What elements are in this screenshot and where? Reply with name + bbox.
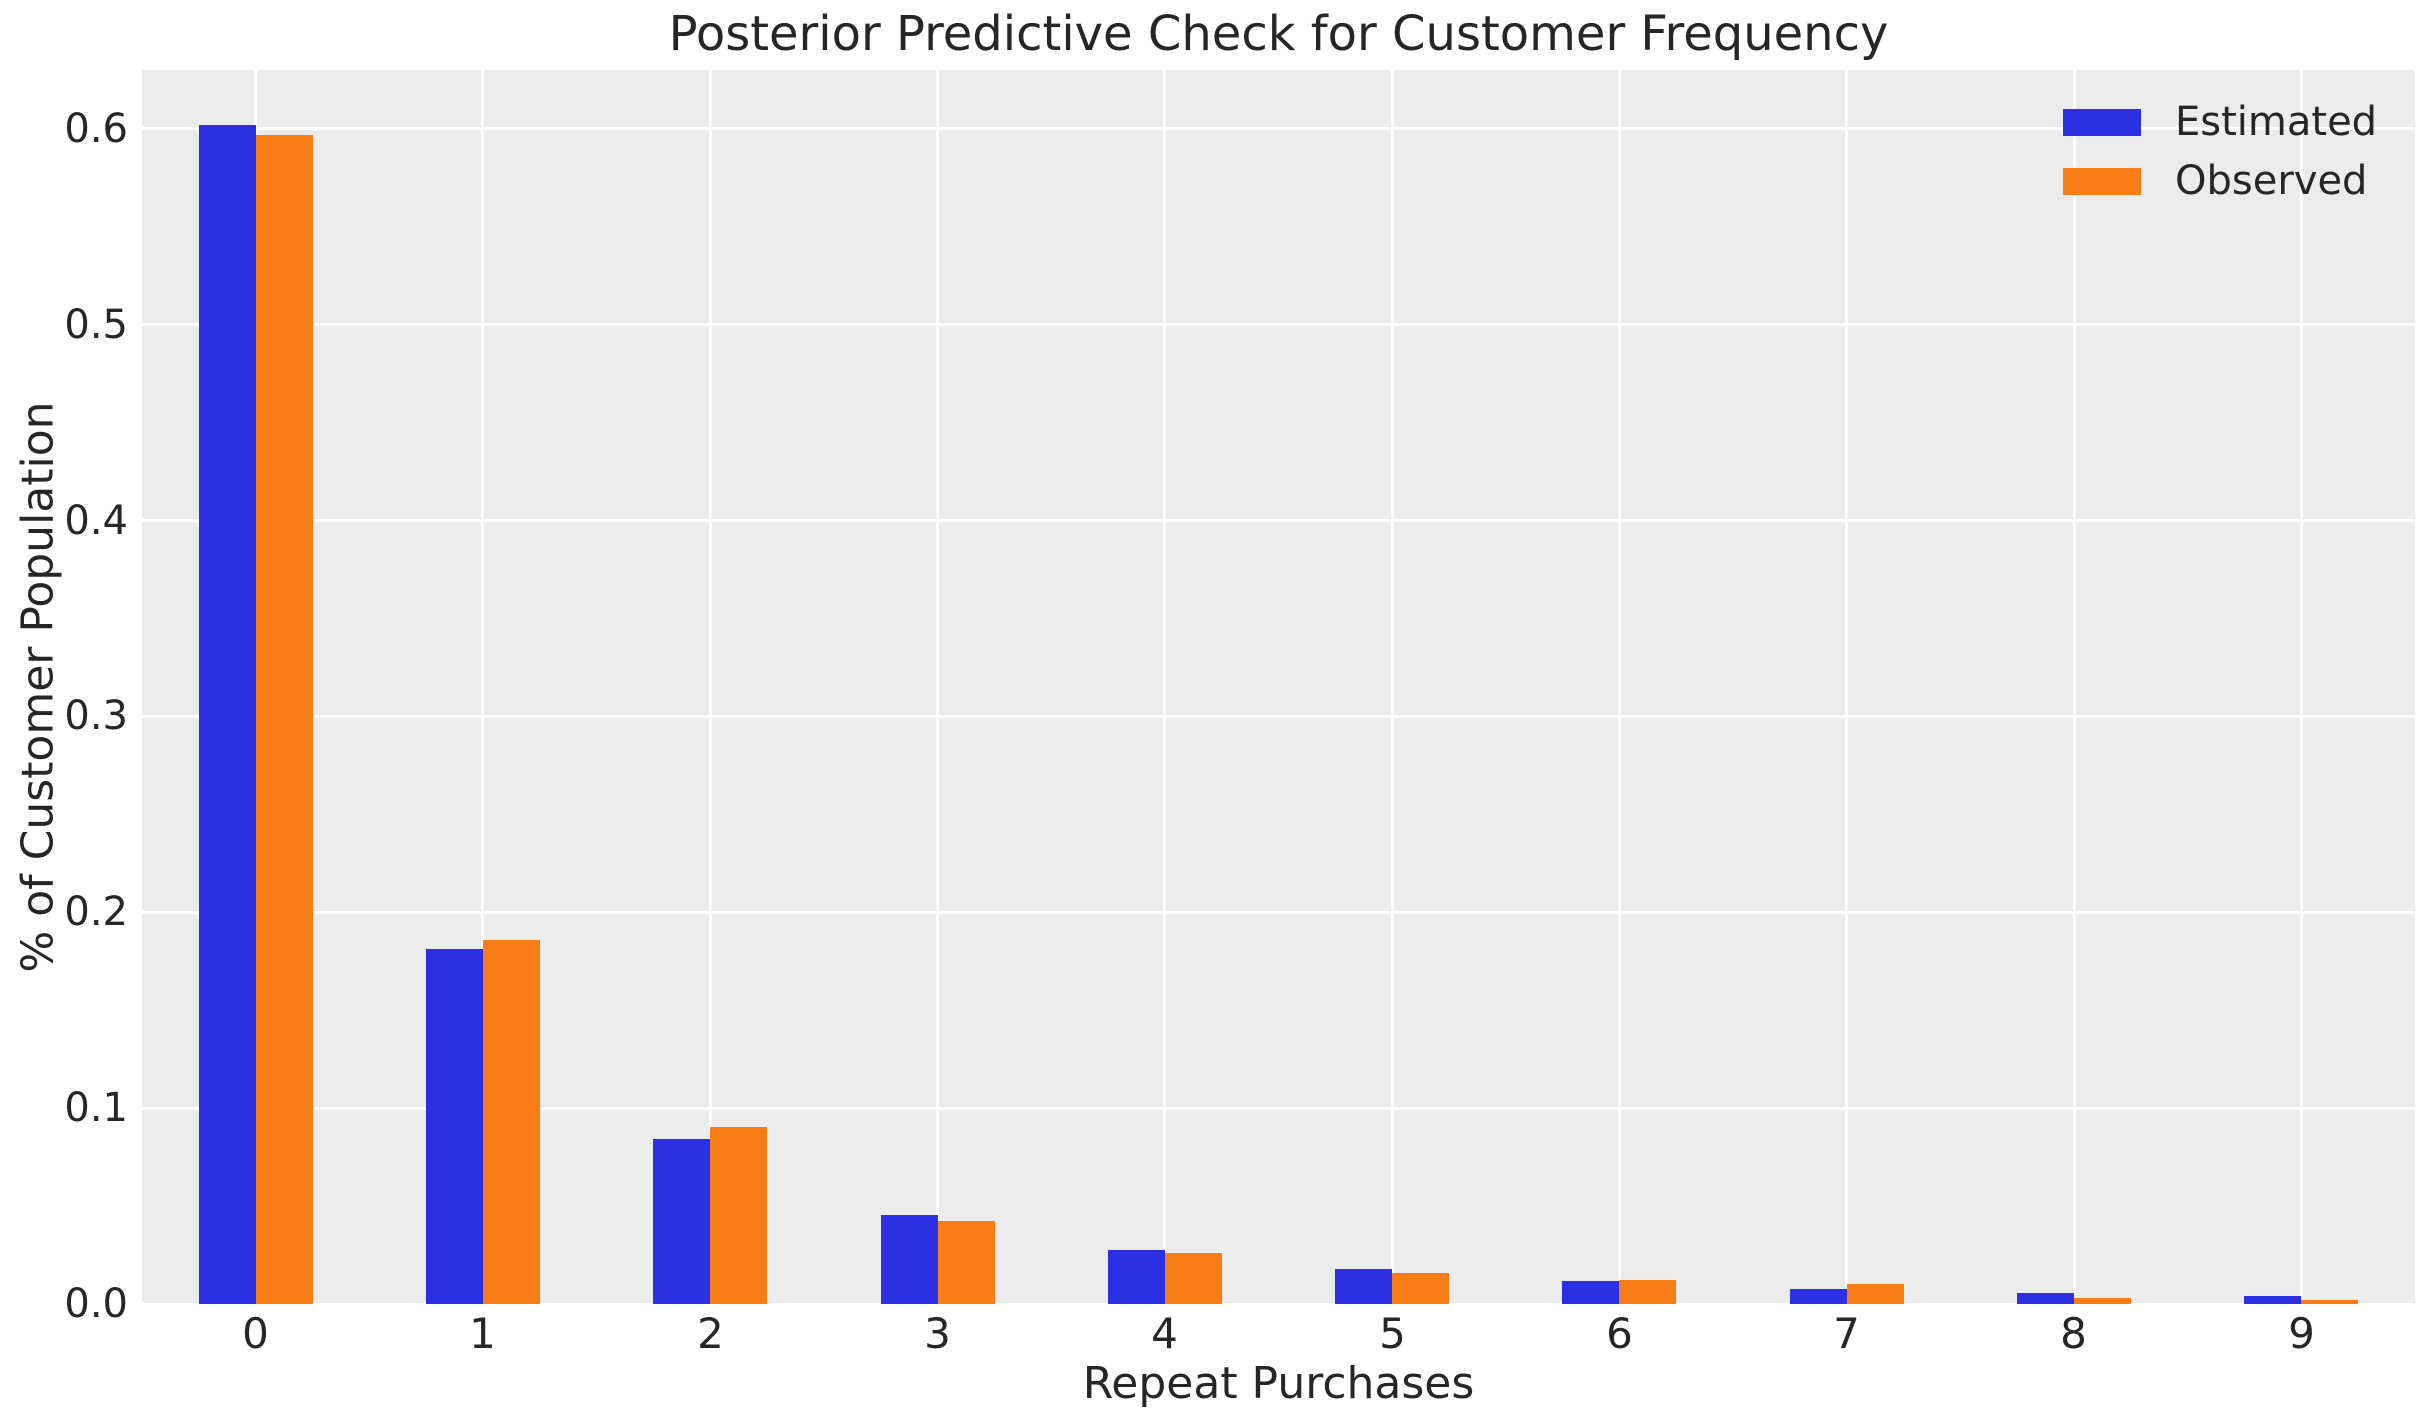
y-gridline <box>142 1303 2415 1306</box>
bar-estimated-9 <box>2244 1296 2301 1304</box>
x-gridline <box>1163 70 1166 1304</box>
y-tick-label: 0.2 <box>64 889 128 935</box>
legend-swatch-observed <box>2063 167 2141 195</box>
y-tick-label: 0.6 <box>64 106 128 152</box>
x-gridline <box>1391 70 1394 1304</box>
x-gridline <box>2073 70 2076 1304</box>
x-tick-label: 1 <box>469 1309 496 1358</box>
bar-estimated-7 <box>1790 1289 1847 1304</box>
legend: Estimated Observed <box>2063 96 2377 214</box>
y-tick-label: 0.3 <box>64 693 128 739</box>
plot-area <box>142 70 2415 1306</box>
chart-title: Posterior Predictive Check for Customer … <box>668 6 1889 62</box>
y-tick-label: 0.1 <box>64 1085 128 1131</box>
bar-estimated-6 <box>1562 1281 1619 1304</box>
y-gridline <box>142 127 2415 130</box>
x-axis-label: Repeat Purchases <box>1082 1358 1475 1409</box>
x-gridline <box>936 70 939 1304</box>
x-gridline <box>1845 70 1848 1304</box>
x-tick-label: 4 <box>1151 1309 1178 1358</box>
bar-estimated-1 <box>426 949 483 1304</box>
legend-item-observed: Observed <box>2063 155 2377 207</box>
bar-estimated-8 <box>2017 1293 2074 1304</box>
bar-observed-2 <box>710 1127 767 1304</box>
x-tick-label: 9 <box>2288 1309 2315 1358</box>
bar-estimated-3 <box>881 1215 938 1304</box>
y-gridline <box>142 519 2415 522</box>
bar-observed-7 <box>1847 1284 1904 1304</box>
x-gridline <box>709 70 712 1304</box>
bar-observed-4 <box>1165 1253 1222 1304</box>
bar-observed-3 <box>938 1221 995 1304</box>
bar-observed-8 <box>2074 1298 2131 1304</box>
y-gridline <box>142 323 2415 326</box>
bar-observed-5 <box>1392 1273 1449 1304</box>
legend-label-observed: Observed <box>2175 158 2368 204</box>
bar-estimated-0 <box>199 125 256 1304</box>
bar-observed-1 <box>483 940 540 1304</box>
y-tick-label: 0.5 <box>64 302 128 348</box>
x-tick-label: 2 <box>697 1309 724 1358</box>
bar-estimated-2 <box>653 1139 710 1304</box>
x-tick-label: 6 <box>1606 1309 1633 1358</box>
x-tick-label: 8 <box>2060 1309 2087 1358</box>
x-tick-label: 5 <box>1379 1309 1406 1358</box>
y-gridline <box>142 715 2415 718</box>
x-gridline <box>481 70 484 1304</box>
y-tick-label: 0.4 <box>64 498 128 544</box>
x-tick-label: 0 <box>242 1309 269 1358</box>
bar-estimated-5 <box>1335 1269 1392 1304</box>
bar-observed-0 <box>256 135 313 1304</box>
y-gridline <box>142 1107 2415 1110</box>
legend-label-estimated: Estimated <box>2175 99 2378 145</box>
legend-swatch-estimated <box>2063 108 2141 136</box>
bar-estimated-4 <box>1108 1250 1165 1304</box>
x-tick-label: 3 <box>924 1309 951 1358</box>
bar-observed-6 <box>1619 1280 1676 1304</box>
y-gridline <box>142 911 2415 914</box>
x-gridline <box>1618 70 1621 1304</box>
bar-observed-9 <box>2301 1300 2358 1304</box>
x-tick-label: 7 <box>1833 1309 1860 1358</box>
x-gridline <box>2300 70 2303 1304</box>
legend-item-estimated: Estimated <box>2063 96 2377 148</box>
y-tick-label: 0.0 <box>64 1281 128 1327</box>
